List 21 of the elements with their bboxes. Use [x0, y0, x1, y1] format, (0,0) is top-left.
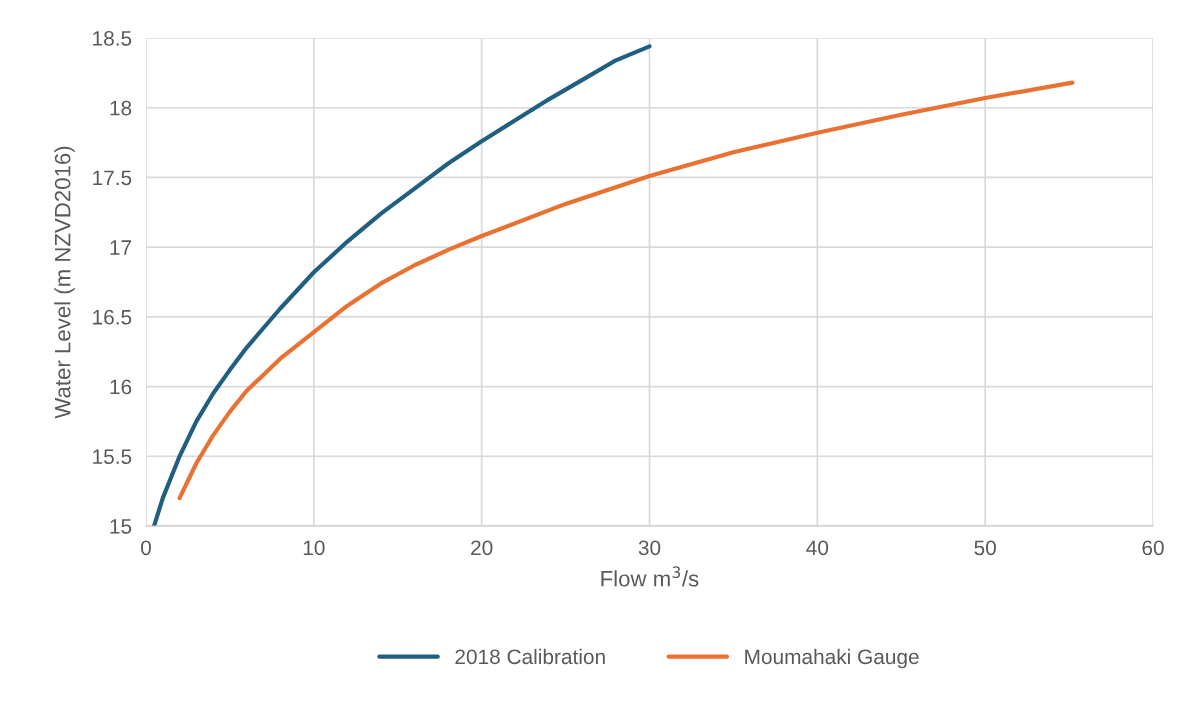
- y-axis-title: Water Level (m NZVD2016): [54, 146, 75, 419]
- x-tick-label: 40: [806, 540, 829, 556]
- y-tick-label: 16.5: [93, 309, 132, 325]
- y-tick-label: 18.5: [93, 31, 132, 46]
- line-series: [177, 80, 1075, 501]
- x-tick-label: 60: [1142, 540, 1164, 556]
- y-tick-label: 15.5: [93, 449, 132, 465]
- x-tick-label: 30: [638, 540, 661, 556]
- x-tick-label: 10: [303, 540, 325, 556]
- y-tick-label: 17.5: [93, 170, 132, 186]
- legend-label: 2018 Calibration: [455, 648, 605, 665]
- x-tick-label: 50: [974, 540, 996, 556]
- x-tick-label: 20: [471, 540, 493, 556]
- x-axis-title: Flow m$^{3}$/s: [601, 566, 699, 587]
- x-tick-label: 0: [141, 540, 151, 556]
- y-tick-label: 15: [110, 519, 132, 534]
- y-tick-label: 18: [110, 100, 132, 116]
- line-series: [151, 44, 652, 526]
- y-tick-label: 17: [110, 240, 132, 255]
- y-tick-label: 16: [110, 379, 132, 395]
- legend-label: Moumahaki Gauge: [745, 648, 919, 669]
